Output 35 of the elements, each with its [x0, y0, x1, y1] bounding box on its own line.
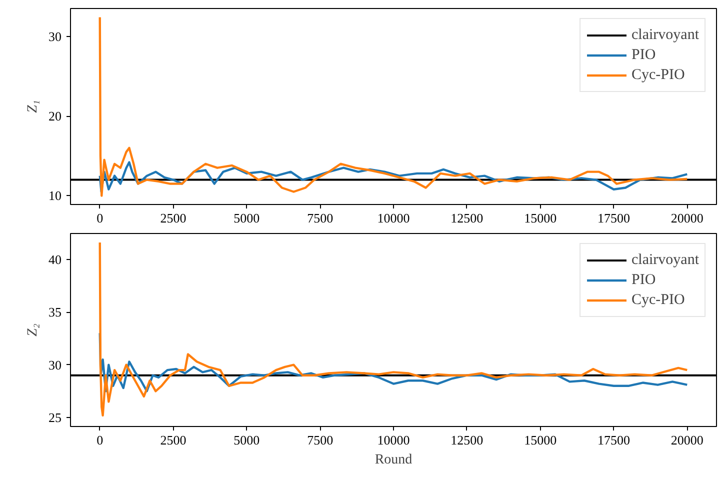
legend-label: PIO	[632, 46, 656, 64]
x-tick-label: 5000	[234, 210, 260, 226]
x-tick-label: 12500	[450, 210, 484, 226]
x-tick-label: 20000	[670, 432, 704, 448]
y-tick-label: 30	[48, 28, 62, 44]
y-tick-label: 25	[48, 410, 62, 426]
x-tick-label: 15000	[524, 210, 557, 226]
x-tick-label: 17500	[597, 210, 630, 226]
legend-label: clairvoyant	[632, 250, 699, 270]
line-series	[98, 161, 688, 193]
x-tick-label: 10000	[377, 210, 410, 226]
x-tick-label: 7500	[307, 432, 334, 448]
y-tick-label: 40	[48, 252, 62, 267]
y-axis-title: Z₂	[26, 324, 40, 336]
x-tick-label: 0	[96, 432, 104, 448]
y-tick-label: 20	[48, 108, 62, 124]
legend-label: Cyc-PIO	[632, 290, 685, 310]
legend-label: clairvoyant	[632, 26, 699, 44]
legend-label: PIO	[632, 270, 656, 290]
y-tick-label: 35	[48, 304, 62, 320]
x-axis-title: Round	[374, 452, 412, 468]
x-tick-label: 20000	[670, 210, 704, 226]
x-tick-label: 2500	[160, 432, 186, 448]
legend-label: Cyc-PIO	[632, 66, 685, 84]
x-tick-label: 0	[96, 210, 104, 226]
x-tick-label: 5000	[234, 432, 260, 448]
x-tick-label: 7500	[307, 210, 334, 226]
y-axis-title: Z₁	[26, 100, 40, 113]
x-tick-label: 2500	[160, 210, 186, 226]
x-tick-label: 17500	[597, 432, 630, 448]
y-tick-label: 30	[48, 357, 62, 372]
y-tick-label: 10	[48, 188, 62, 204]
x-tick-label: 15000	[524, 432, 557, 448]
x-tick-label: 12500	[450, 432, 484, 448]
x-tick-label: 10000	[377, 432, 410, 448]
